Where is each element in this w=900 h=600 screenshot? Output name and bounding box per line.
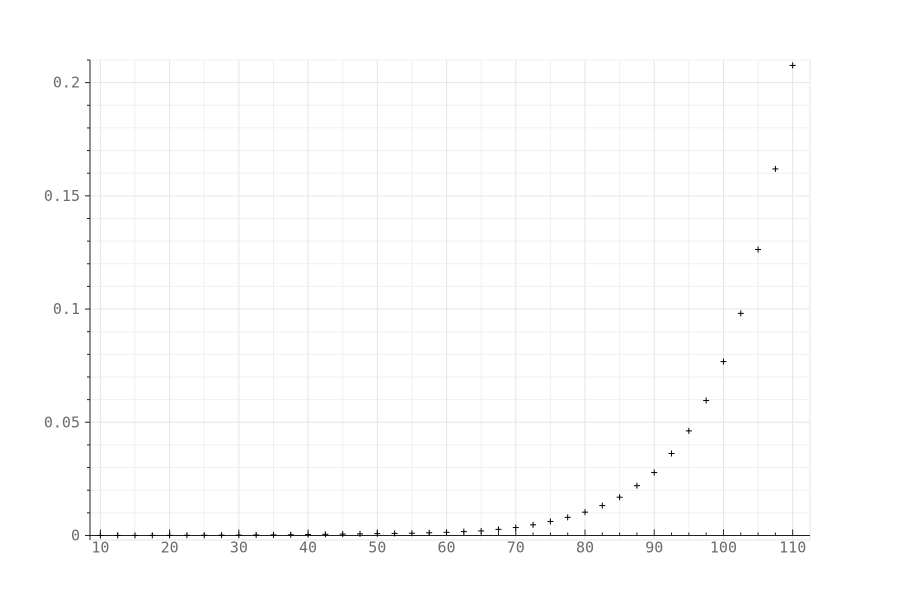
minor-grid	[90, 59, 810, 540]
y-tick-label: 0.15	[44, 187, 80, 205]
x-tick-label: 30	[230, 538, 248, 556]
data-point	[755, 246, 762, 253]
data-point	[530, 521, 537, 528]
y-tick-label: 0	[71, 526, 80, 544]
data-point	[114, 532, 121, 539]
data-point	[339, 531, 346, 538]
major-grid	[90, 60, 810, 540]
x-axis-ticks: 10 20 30 40 50 60 70 80 90 100 110	[91, 529, 806, 556]
data-point	[703, 397, 710, 404]
data-point	[270, 531, 277, 538]
axes	[89, 60, 810, 540]
data-point	[391, 530, 398, 537]
x-tick-label: 110	[779, 538, 806, 556]
data-point	[132, 532, 138, 539]
y-tick-label: 0.2	[53, 74, 80, 92]
data-point	[564, 514, 571, 521]
x-tick-label: 70	[507, 538, 525, 556]
data-point	[720, 358, 727, 365]
x-tick-label: 80	[576, 538, 594, 556]
y-tick-label: 0.1	[53, 300, 80, 318]
data-point	[183, 532, 190, 539]
data-point	[253, 532, 260, 539]
data-point	[616, 494, 623, 501]
x-tick-label: 40	[299, 538, 317, 556]
x-tick-label: 60	[438, 538, 456, 556]
x-tick-label: 50	[368, 538, 386, 556]
x-tick-label: 20	[161, 538, 179, 556]
data-point	[495, 526, 502, 533]
x-tick-label: 10	[91, 538, 109, 556]
x-tick-label: 100	[710, 538, 737, 556]
data-point	[374, 530, 381, 537]
data-point	[97, 532, 104, 539]
data-point	[582, 509, 588, 516]
data-point	[633, 482, 640, 489]
data-point	[357, 530, 363, 537]
data-point	[547, 518, 554, 525]
data-point	[305, 531, 312, 538]
y-tick-label: 0.05	[44, 413, 80, 431]
data-point	[685, 427, 692, 434]
data-point	[668, 450, 675, 457]
data-point	[512, 524, 519, 531]
data-point	[201, 532, 208, 539]
data-point	[460, 528, 467, 535]
data-point	[426, 529, 433, 536]
data-point	[478, 527, 485, 534]
data-point	[599, 502, 606, 509]
data-points	[97, 62, 796, 539]
data-point	[772, 165, 779, 172]
y-axis-ticks: 0 0.05 0.1 0.15 0.2	[44, 59, 90, 544]
x-tick-label: 90	[645, 538, 663, 556]
data-point	[651, 469, 658, 476]
data-point	[737, 310, 744, 317]
data-point	[789, 62, 796, 69]
data-point	[443, 529, 450, 536]
data-point	[235, 532, 242, 539]
data-point	[408, 530, 415, 537]
plot-background	[89, 59, 811, 541]
data-point	[218, 532, 225, 539]
data-point	[322, 531, 329, 538]
data-point	[166, 532, 173, 539]
data-point	[287, 531, 294, 538]
data-point	[149, 532, 156, 539]
